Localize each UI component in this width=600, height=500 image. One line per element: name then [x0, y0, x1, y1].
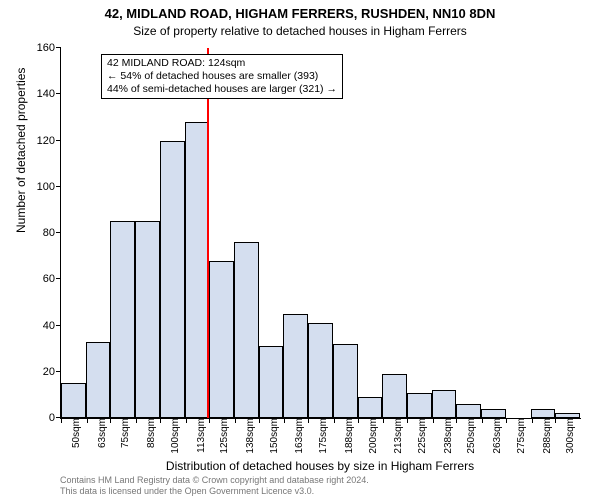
histogram-bar	[61, 383, 86, 418]
y-tick-mark	[56, 232, 61, 233]
x-tick-label: 238sqm	[437, 418, 454, 454]
y-tick-label: 120	[25, 135, 61, 147]
histogram-bar	[160, 141, 185, 419]
histogram-bar	[283, 314, 308, 418]
histogram-bar	[86, 342, 111, 418]
y-tick-label: 20	[25, 366, 61, 378]
x-tick-label: 150sqm	[263, 418, 280, 454]
chart-container: 42, MIDLAND ROAD, HIGHAM FERRERS, RUSHDE…	[0, 0, 600, 500]
x-tick-label: 100sqm	[164, 418, 181, 454]
histogram-bar	[432, 390, 457, 418]
histogram-bar	[382, 374, 407, 418]
x-tick-mark	[358, 418, 359, 423]
histogram-bar	[358, 397, 383, 418]
x-tick-mark	[259, 418, 260, 423]
y-tick-mark	[56, 140, 61, 141]
x-tick-label: 225sqm	[411, 418, 428, 454]
y-tick-label: 140	[25, 88, 61, 100]
x-tick-label: 275sqm	[510, 418, 527, 454]
histogram-bar	[110, 221, 135, 418]
chart-subtitle: Size of property relative to detached ho…	[0, 24, 600, 38]
y-tick-label: 60	[25, 273, 61, 285]
x-tick-mark	[334, 418, 335, 423]
x-tick-mark	[506, 418, 507, 423]
x-tick-label: 113sqm	[190, 418, 207, 453]
annotation-line: 44% of semi-detached houses are larger (…	[107, 83, 337, 96]
x-tick-label: 300sqm	[559, 418, 576, 454]
annotation-line: 42 MIDLAND ROAD: 124sqm	[107, 57, 337, 70]
histogram-bar	[555, 413, 580, 418]
x-tick-label: 200sqm	[362, 418, 379, 454]
x-tick-mark	[186, 418, 187, 423]
x-tick-mark	[235, 418, 236, 423]
x-tick-mark	[209, 418, 210, 423]
y-tick-label: 40	[25, 320, 61, 332]
x-tick-label: 263sqm	[486, 418, 503, 454]
histogram-bar	[135, 221, 160, 418]
histogram-bar	[531, 409, 556, 418]
y-tick-mark	[56, 93, 61, 94]
x-tick-label: 125sqm	[213, 418, 230, 454]
x-tick-label: 88sqm	[140, 418, 157, 448]
y-tick-label: 0	[25, 412, 61, 424]
y-tick-mark	[56, 47, 61, 48]
histogram-bar	[308, 323, 333, 418]
y-tick-mark	[56, 278, 61, 279]
x-tick-mark	[532, 418, 533, 423]
y-tick-mark	[56, 325, 61, 326]
x-tick-mark	[87, 418, 88, 423]
histogram-bar	[456, 404, 481, 418]
x-tick-label: 75sqm	[114, 418, 131, 448]
histogram-bar	[481, 409, 506, 418]
footer-attribution: Contains HM Land Registry data © Crown c…	[60, 475, 580, 496]
x-tick-mark	[110, 418, 111, 423]
x-tick-mark	[284, 418, 285, 423]
x-tick-label: 213sqm	[387, 418, 404, 454]
annotation-line: ← 54% of detached houses are smaller (39…	[107, 70, 337, 83]
y-tick-mark	[56, 371, 61, 372]
x-tick-label: 250sqm	[460, 418, 477, 454]
histogram-bar	[407, 393, 432, 418]
footer-line: This data is licensed under the Open Gov…	[60, 486, 580, 496]
y-tick-label: 100	[25, 181, 61, 193]
x-tick-mark	[136, 418, 137, 423]
y-tick-label: 80	[25, 227, 61, 239]
histogram-bar	[333, 344, 358, 418]
x-tick-label: 288sqm	[536, 418, 553, 454]
x-tick-mark	[407, 418, 408, 423]
x-tick-label: 138sqm	[239, 418, 256, 454]
annotation-box: 42 MIDLAND ROAD: 124sqm← 54% of detached…	[101, 54, 343, 99]
y-tick-mark	[56, 186, 61, 187]
x-tick-mark	[160, 418, 161, 423]
x-tick-label: 63sqm	[91, 418, 108, 448]
x-tick-mark	[456, 418, 457, 423]
x-axis-label: Distribution of detached houses by size …	[60, 459, 580, 473]
histogram-bar	[234, 242, 259, 418]
x-tick-mark	[433, 418, 434, 423]
x-tick-label: 188sqm	[338, 418, 355, 454]
histogram-bar	[185, 122, 210, 418]
x-tick-mark	[482, 418, 483, 423]
chart-title: 42, MIDLAND ROAD, HIGHAM FERRERS, RUSHDE…	[0, 6, 600, 21]
x-tick-mark	[383, 418, 384, 423]
plot-area: 02040608010012014016050sqm63sqm75sqm88sq…	[60, 48, 581, 419]
x-tick-mark	[308, 418, 309, 423]
reference-marker-line	[207, 48, 209, 418]
x-tick-label: 163sqm	[288, 418, 305, 454]
y-tick-label: 160	[25, 42, 61, 54]
histogram-bar	[259, 346, 284, 418]
x-tick-mark	[555, 418, 556, 423]
x-tick-mark	[61, 418, 62, 423]
histogram-bar	[209, 261, 234, 418]
x-tick-label: 175sqm	[312, 418, 329, 454]
x-tick-label: 50sqm	[65, 418, 82, 448]
footer-line: Contains HM Land Registry data © Crown c…	[60, 475, 580, 485]
